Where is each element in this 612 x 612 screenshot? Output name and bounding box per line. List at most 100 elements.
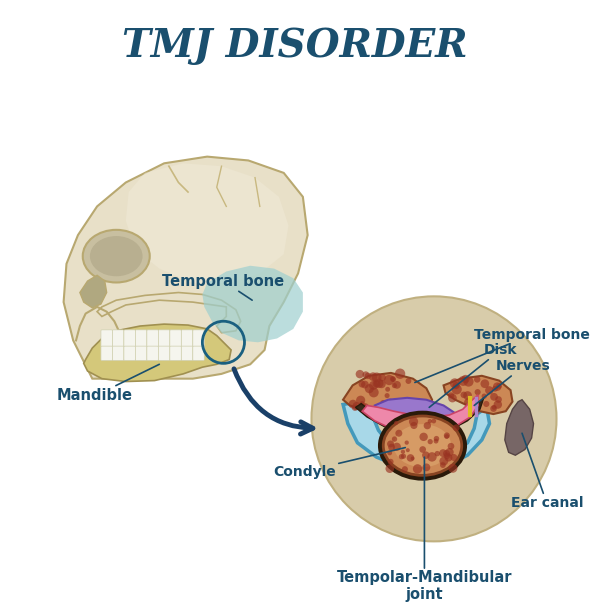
Circle shape [352, 405, 358, 411]
Circle shape [392, 436, 397, 442]
Ellipse shape [394, 424, 451, 467]
Polygon shape [80, 275, 106, 308]
Text: Disk: Disk [429, 343, 517, 408]
Circle shape [365, 384, 374, 393]
Circle shape [460, 392, 467, 398]
Circle shape [405, 441, 409, 445]
Circle shape [385, 387, 390, 392]
Circle shape [490, 393, 498, 401]
Circle shape [373, 405, 382, 414]
Text: Mandible: Mandible [57, 364, 159, 403]
Polygon shape [356, 398, 483, 433]
Circle shape [361, 381, 369, 389]
FancyBboxPatch shape [159, 330, 170, 347]
Circle shape [468, 407, 474, 412]
FancyBboxPatch shape [135, 346, 147, 360]
Text: Tempolar-Mandibular
joint: Tempolar-Mandibular joint [337, 570, 512, 602]
Text: Condyle: Condyle [273, 447, 405, 479]
Circle shape [434, 436, 439, 441]
Circle shape [399, 454, 405, 460]
Polygon shape [64, 157, 308, 379]
Circle shape [393, 442, 401, 451]
Text: Temporal bone: Temporal bone [162, 274, 285, 300]
Circle shape [407, 454, 414, 461]
Circle shape [386, 465, 394, 473]
FancyBboxPatch shape [181, 330, 193, 347]
Circle shape [386, 398, 394, 406]
Circle shape [406, 378, 411, 384]
Circle shape [401, 450, 405, 454]
Circle shape [422, 452, 430, 459]
Circle shape [485, 386, 493, 395]
Circle shape [402, 466, 408, 472]
Circle shape [419, 433, 428, 441]
Polygon shape [375, 398, 458, 428]
Circle shape [450, 454, 457, 461]
Circle shape [496, 383, 502, 389]
Circle shape [392, 383, 397, 388]
Polygon shape [343, 400, 490, 469]
Circle shape [491, 405, 496, 410]
Circle shape [422, 463, 430, 471]
Circle shape [373, 379, 381, 387]
Circle shape [463, 376, 474, 387]
Polygon shape [203, 266, 303, 342]
FancyBboxPatch shape [181, 346, 193, 360]
Circle shape [482, 394, 487, 399]
Circle shape [452, 382, 460, 389]
Circle shape [411, 405, 421, 414]
FancyBboxPatch shape [135, 330, 147, 347]
Circle shape [453, 424, 460, 431]
Circle shape [413, 465, 422, 474]
Text: Temporal bone: Temporal bone [415, 327, 590, 382]
Circle shape [409, 417, 418, 426]
Circle shape [435, 451, 440, 457]
Circle shape [444, 453, 452, 461]
Circle shape [464, 398, 474, 408]
Circle shape [401, 453, 406, 459]
Circle shape [465, 406, 475, 416]
Circle shape [369, 381, 378, 390]
Circle shape [387, 459, 394, 465]
Circle shape [463, 391, 472, 400]
Circle shape [356, 395, 365, 405]
Circle shape [448, 394, 457, 403]
Circle shape [480, 379, 489, 388]
FancyBboxPatch shape [193, 346, 204, 360]
Circle shape [444, 434, 449, 439]
FancyBboxPatch shape [170, 330, 181, 347]
FancyBboxPatch shape [124, 330, 135, 347]
Circle shape [392, 403, 399, 411]
Polygon shape [343, 373, 432, 414]
Circle shape [359, 401, 365, 406]
Circle shape [443, 450, 450, 457]
Circle shape [378, 380, 386, 388]
Circle shape [388, 444, 395, 450]
FancyBboxPatch shape [147, 346, 159, 360]
Circle shape [490, 405, 497, 412]
Circle shape [356, 370, 364, 378]
Polygon shape [126, 163, 288, 283]
Circle shape [431, 419, 436, 424]
Circle shape [483, 401, 490, 407]
Circle shape [444, 433, 450, 438]
Circle shape [411, 422, 417, 429]
Circle shape [371, 373, 381, 382]
Circle shape [353, 402, 360, 410]
Circle shape [452, 384, 462, 395]
Circle shape [374, 379, 384, 388]
Polygon shape [444, 376, 512, 414]
Circle shape [439, 457, 448, 466]
FancyBboxPatch shape [159, 346, 170, 360]
Circle shape [362, 371, 369, 378]
Circle shape [444, 452, 450, 459]
Circle shape [495, 396, 502, 403]
Circle shape [365, 373, 371, 379]
Circle shape [427, 452, 437, 461]
Circle shape [390, 406, 395, 411]
Circle shape [411, 457, 414, 460]
Circle shape [493, 382, 502, 391]
Circle shape [474, 376, 480, 382]
Circle shape [433, 439, 438, 444]
Circle shape [419, 446, 426, 453]
